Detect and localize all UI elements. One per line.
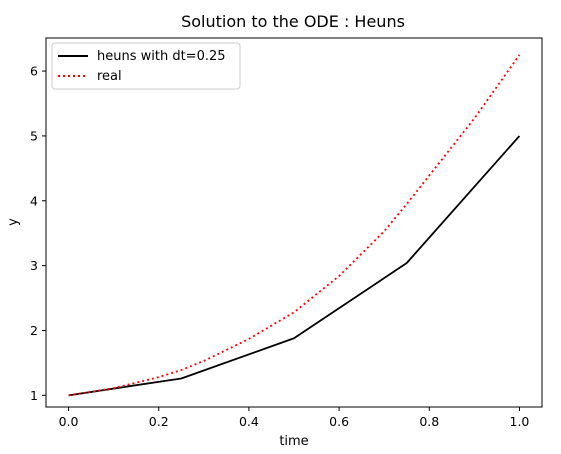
x-tick-label: 0.0 — [59, 414, 79, 429]
y-tick-label: 3 — [30, 258, 38, 273]
y-tick-label: 6 — [30, 64, 38, 79]
legend: heuns with dt=0.25 real — [51, 42, 241, 90]
series-layer — [68, 54, 521, 397]
x-axis: 0.0 0.2 0.4 0.6 0.8 1.0 — [59, 407, 530, 429]
x-axis-label: time — [279, 434, 308, 449]
y-axis: 1 2 3 4 5 6 — [30, 64, 46, 403]
y-tick-label: 4 — [30, 193, 38, 208]
legend-box — [51, 42, 241, 90]
series-line-real — [68, 54, 521, 397]
y-tick-label: 5 — [30, 128, 38, 143]
y-axis-label: y — [6, 218, 21, 226]
y-tick-label: 1 — [30, 388, 38, 403]
plot-frame — [45, 37, 543, 408]
x-tick-label: 0.2 — [149, 414, 169, 429]
x-tick-label: 0.4 — [239, 414, 259, 429]
y-tick-label: 2 — [30, 323, 38, 338]
legend-label-heuns: heuns with dt=0.25 — [97, 49, 226, 64]
x-tick-label: 1.0 — [510, 414, 530, 429]
chart-title: Solution to the ODE : Heuns — [181, 12, 405, 31]
x-tick-label: 0.6 — [329, 414, 349, 429]
series-line-heuns — [68, 135, 521, 397]
x-tick-label: 0.8 — [419, 414, 439, 429]
legend-label-real: real — [97, 69, 122, 84]
